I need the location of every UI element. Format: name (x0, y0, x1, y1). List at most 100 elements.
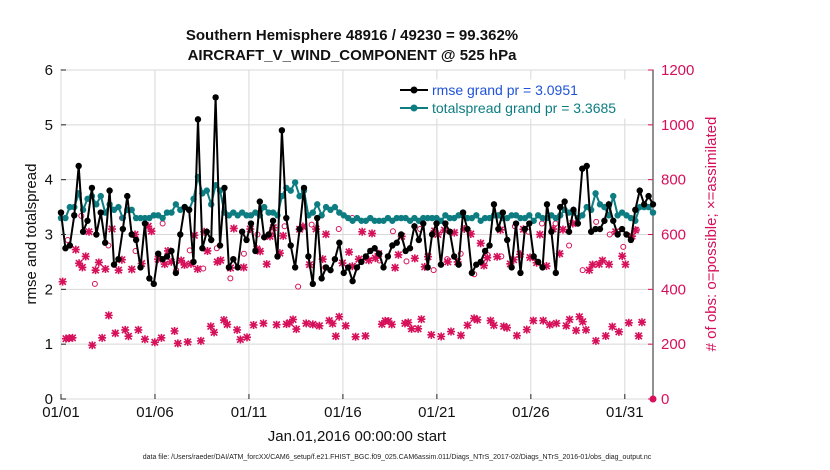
rmse-point (495, 225, 502, 233)
totalspread-point (203, 187, 210, 194)
x-tick-label: 01/21 (418, 404, 456, 421)
obs-assimilated-point (466, 229, 475, 238)
obs-assimilated-point (282, 320, 291, 329)
rmse-point (300, 184, 308, 192)
totalspread-point (393, 214, 400, 222)
rmse-point (601, 217, 608, 224)
rmse-point (508, 264, 515, 271)
obs-possible-point (389, 228, 396, 235)
obs-assimilated-point (91, 266, 100, 275)
obs-assimilated-point (414, 324, 423, 333)
obs-assimilated-point (565, 315, 574, 324)
obs-assimilated-point (84, 227, 93, 236)
rmse-point (124, 192, 131, 200)
obs-assimilated-point (321, 230, 330, 239)
obs-assimilated-point (279, 231, 288, 240)
obs-assimilated-point (196, 336, 205, 345)
totalspread-point (172, 201, 180, 208)
obs-assimilated-point (75, 259, 84, 268)
rmse-point (203, 228, 210, 235)
obs-assimilated-point (631, 226, 640, 235)
rmse-point (168, 247, 175, 255)
rmse-point (420, 220, 427, 227)
obs-assimilated-point (417, 315, 426, 324)
x-tick-label: 01/11 (231, 404, 267, 421)
obs-assimilated-point (98, 333, 107, 342)
obs-assimilated-point (223, 320, 232, 329)
rmse-point (336, 239, 343, 246)
totalspread-point (420, 214, 427, 222)
obs-assimilated-point (183, 337, 192, 346)
obs-assimilated-point (535, 230, 544, 239)
rmse-point (534, 258, 542, 266)
totalspread-point (296, 192, 303, 200)
obs-assimilated-point (262, 260, 271, 269)
y-axis: 0 1 2 3 4 5 6 (45, 62, 66, 408)
rmse-point (521, 225, 529, 233)
obs-assimilated-point (624, 318, 633, 327)
rmse-point (274, 253, 281, 260)
rmse-point (101, 239, 109, 246)
y2-tick-label: 600 (661, 227, 686, 244)
totalspread-point (314, 201, 321, 208)
obs-assimilated-point (542, 262, 551, 271)
rmse-point (225, 264, 233, 271)
obs-possible-point (430, 267, 437, 274)
rmse-point (583, 162, 590, 170)
obs-assimilated-point (447, 327, 456, 336)
obs-assimilated-point (450, 228, 459, 237)
obs-assimilated-point (177, 256, 186, 265)
totalspread-point (128, 206, 135, 214)
rmse-point (499, 209, 506, 216)
totalspread-point (291, 179, 299, 186)
rmse-point (411, 223, 418, 230)
obs-assimilated-point (354, 255, 363, 264)
y2-tick-label: 1200 (661, 62, 694, 79)
obs-assimilated-point (529, 316, 538, 325)
rmse-point (640, 201, 648, 208)
obs-assimilated-point (588, 260, 597, 269)
totalspread-point (168, 209, 175, 216)
obs-assimilated-point (634, 331, 643, 340)
obs-assimilated-point (58, 277, 67, 286)
obs-possible-point (240, 250, 247, 257)
obs-assimilated-point (621, 260, 630, 269)
rmse-point (150, 280, 157, 288)
obs-assimilated-point (437, 332, 446, 341)
obs-assimilated-point (275, 249, 284, 258)
rmse-point (561, 198, 568, 205)
obs-assimilated-point (173, 339, 182, 348)
rmse-point (190, 258, 197, 266)
rmse-point (486, 242, 493, 249)
obs-assimilated-point (101, 265, 110, 274)
rmse-point (605, 201, 613, 208)
obs-assimilated-point (611, 227, 620, 236)
rmse-point (291, 264, 299, 271)
obs-assimilated-point (170, 327, 179, 336)
totalspread-point (66, 203, 74, 211)
obs-assimilated-point (131, 230, 140, 239)
rmse-point (574, 220, 582, 227)
y-tick-label: 6 (45, 62, 53, 79)
obs-assimilated-point (256, 247, 265, 256)
obs-assimilated-point (404, 318, 413, 327)
obs-assimilated-point (71, 245, 80, 254)
obs-assimilated-point (549, 225, 558, 234)
obs-assimilated-point (229, 224, 238, 233)
rmse-point (517, 269, 524, 277)
rmse-point (504, 236, 511, 244)
rmse-point (481, 247, 489, 255)
obs-assimilated-point (121, 325, 130, 334)
totalspread-point (309, 209, 317, 216)
totalspread-point (610, 192, 617, 200)
obs-assimilated-point (424, 252, 433, 261)
y2-tick-label: 1000 (661, 117, 694, 134)
totalspread-point (579, 212, 586, 219)
totalspread-point (473, 212, 480, 219)
obs-assimilated-point (348, 262, 357, 271)
rmse-point (464, 225, 471, 233)
obs-assimilated-point (78, 263, 87, 272)
obs-assimilated-point (219, 316, 228, 325)
totalspread-point (517, 214, 524, 222)
totalspread-point (93, 201, 100, 208)
